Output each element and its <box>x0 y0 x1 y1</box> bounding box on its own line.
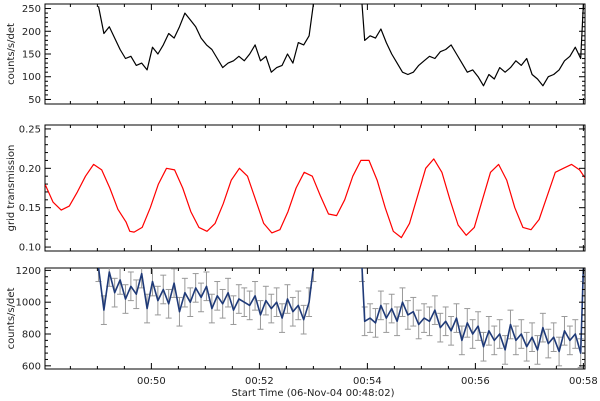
series-line-1 <box>97 4 314 73</box>
series-line-1 <box>45 158 585 239</box>
y-tick-label: 0.20 <box>19 164 41 175</box>
plot-area <box>97 4 584 87</box>
y-tick-label: 250 <box>22 4 41 15</box>
plot-area <box>45 158 585 239</box>
plot-frame <box>44 3 586 105</box>
plot-frame <box>44 124 586 252</box>
x-tick-label: 00:50 <box>137 376 166 387</box>
y-tick-label: 100 <box>22 72 41 83</box>
chart-panels: 50100150200250counts/s/det0.100.150.200.… <box>6 3 598 387</box>
panel-3: 600 800 1000 1200 counts/s/det <box>6 266 586 372</box>
y-tick-label: 1000 <box>16 298 41 309</box>
x-tick-label: 00:52 <box>245 376 274 387</box>
x-tick-label: 00:58 <box>569 376 598 387</box>
series-line-1 <box>97 268 315 321</box>
panel-1: 50 100 150 200 250 counts/s/det <box>6 3 586 106</box>
x-axis-title: Start Time (06-Nov-04 00:48:02) <box>231 388 394 399</box>
x-tick-label: 00:56 <box>461 376 490 387</box>
y-axis-title: grid transmission <box>6 145 17 232</box>
y-tick-label: 800 <box>22 330 41 341</box>
y-axis-title: counts/s/det <box>6 23 17 85</box>
y-tick-label: 600 <box>22 361 41 372</box>
x-tick-label: 00:54 <box>353 376 382 387</box>
plot-frame <box>44 267 586 370</box>
y-tick-label: 0.25 <box>19 124 41 135</box>
plot-area <box>95 268 585 368</box>
y-tick-label: 50 <box>28 95 41 106</box>
y-axis-title: counts/s/det <box>6 288 17 350</box>
y-tick-label: 150 <box>22 50 41 61</box>
y-tick-label: 1200 <box>16 266 41 277</box>
y-tick-label: 0.10 <box>19 243 41 254</box>
series-line-2 <box>361 268 585 354</box>
y-tick-label: 200 <box>22 27 41 38</box>
series-line-2 <box>361 4 584 87</box>
y-tick-label: 0.15 <box>19 203 41 214</box>
